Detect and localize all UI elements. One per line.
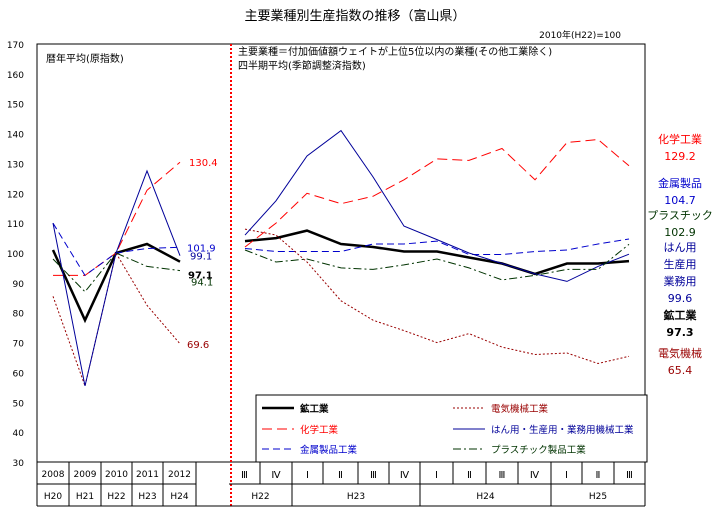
annual-end-label: 99.1	[190, 252, 212, 263]
quarter-year-label: H22	[251, 492, 269, 502]
right-series-label: 金属製品	[658, 176, 702, 190]
right-series-label: プラスチック	[647, 209, 713, 222]
quarter-label: Ⅱ	[338, 470, 343, 481]
y-axis: 30 40 50 60 70 80 90 100 110 120 130 140 150 160 170	[7, 41, 24, 469]
annual-series-line-5	[52, 252, 181, 293]
annual-series-line-2	[52, 222, 181, 277]
right-series-label: 鉱工業	[664, 308, 698, 322]
right-series-label: 129.2	[664, 150, 696, 163]
annual-era-label: H22	[107, 492, 125, 502]
annual-year-label: 2010	[105, 470, 128, 480]
annual-year-label: 2008	[42, 470, 65, 480]
annual-end-label: 130.4	[189, 158, 218, 169]
x-axis-table: 2008 H20 2009 H21 2010 H22 2011 H23 2012 H24 Ⅲ Ⅳ Ⅰ Ⅱ Ⅲ…	[36, 462, 646, 507]
chart-title: 主要業種別生産指数の推移（富山県）	[244, 8, 465, 24]
right-series-label: 電気機械	[658, 346, 702, 360]
quarter-label: Ⅲ	[241, 470, 248, 481]
y-tick-label: 80	[13, 310, 25, 320]
legend-entry: プラスチック製品工業	[491, 444, 586, 456]
annual-series-line-3	[52, 251, 181, 388]
right-series-label: 99.6	[668, 292, 693, 305]
annual-series-line-0	[51, 242, 181, 324]
y-tick-label: 60	[13, 369, 25, 379]
quarterly-note-2: 四半期平均(季節調整済指数)	[238, 59, 366, 72]
right-series-label: 97.3	[666, 326, 693, 339]
quarterly-series-line-1	[244, 138, 630, 248]
annual-era-label: H24	[170, 492, 188, 502]
quarterly-series-line-0	[244, 229, 630, 276]
legend-entry: 金属製品工業	[300, 444, 358, 456]
annual-note: 暦年平均(原指数)	[46, 52, 124, 65]
y-tick-label: 100	[7, 250, 24, 260]
quarter-label: Ⅲ	[499, 470, 506, 481]
quarter-year-label: H24	[476, 492, 494, 502]
legend-entry: 鉱工業	[300, 403, 329, 415]
quarter-label: Ⅱ	[467, 470, 472, 481]
quarter-label: Ⅱ	[596, 470, 601, 481]
y-tick-label: 160	[7, 71, 24, 81]
quarter-year-label: H25	[589, 492, 607, 502]
right-series-label: 102.9	[664, 226, 696, 239]
quarter-label: Ⅲ	[626, 470, 633, 481]
annual-end-label: 94.1	[191, 278, 213, 289]
quarter-label: Ⅳ	[400, 470, 410, 481]
quarterly-note-1: 主要業種＝付加価値額ウェイトが上位5位以内の業種(その他工業除く)	[238, 45, 552, 58]
y-tick-label: 110	[7, 220, 24, 230]
right-labels: 鉱工業 97.3 化学工業 129.2 金属製品 104.7 電気機械 65.4 はん用生産用業…	[647, 132, 713, 377]
legend-box	[255, 394, 648, 463]
quarter-label: Ⅳ	[530, 470, 540, 481]
right-series-label: 104.7	[664, 194, 696, 207]
y-tick-label: 140	[7, 131, 24, 141]
y-tick-label: 70	[13, 340, 25, 350]
y-tick-label: 90	[13, 280, 25, 290]
annual-end-label: 97.1	[188, 271, 213, 282]
legend-entry: 電気機械工業	[491, 403, 549, 415]
y-tick-label: 150	[7, 101, 24, 111]
y-tick-label: 50	[13, 399, 25, 409]
y-tick-label: 120	[7, 190, 24, 200]
annual-end-label: 101.9	[187, 243, 216, 254]
quarter-label: Ⅳ	[271, 470, 281, 481]
quarterly-series-line-5	[244, 243, 630, 281]
legend-entry: 化学工業	[300, 424, 339, 436]
right-series-label: 業務用	[664, 274, 697, 288]
y-tick-label: 170	[7, 41, 24, 51]
right-series-label: 化学工業	[658, 132, 702, 146]
annual-year-label: 2011	[136, 470, 159, 480]
annual-era-label: H23	[138, 492, 156, 502]
annual-era-label: H21	[76, 492, 94, 502]
legend-entry: はん用・生産用・業務用機械工業	[491, 424, 634, 436]
quarterly-series-line-4	[244, 129, 630, 282]
y-tick-label: 30	[13, 459, 25, 469]
quarterly-series-line-2	[244, 238, 630, 255]
quarter-year-label: H23	[347, 492, 365, 502]
annual-series-line-1	[53, 161, 181, 276]
right-series-label: 生産用	[664, 257, 697, 271]
annual-series-line-4	[52, 169, 181, 387]
right-series-label: 65.4	[668, 364, 693, 377]
annual-end-label: 69.6	[187, 340, 209, 351]
annual-era-label: H20	[44, 492, 62, 502]
annual-year-label: 2009	[74, 470, 97, 480]
series-lines	[51, 129, 630, 388]
y-tick-label: 130	[7, 160, 24, 170]
right-series-label: はん用	[664, 241, 697, 254]
annual-year-label: 2012	[168, 470, 191, 480]
y-tick-label: 40	[13, 429, 25, 439]
quarter-label: Ⅰ	[565, 470, 568, 481]
quarter-label: Ⅲ	[370, 470, 377, 481]
quarter-label: Ⅰ	[435, 470, 438, 481]
data-labels: 97.1 130.4 101.9 69.6 99.1 94.1	[187, 158, 218, 351]
quarter-label: Ⅰ	[306, 470, 309, 481]
quarterly-series-line-3	[244, 228, 630, 365]
base-note: 2010年(H22)=100	[539, 29, 621, 41]
